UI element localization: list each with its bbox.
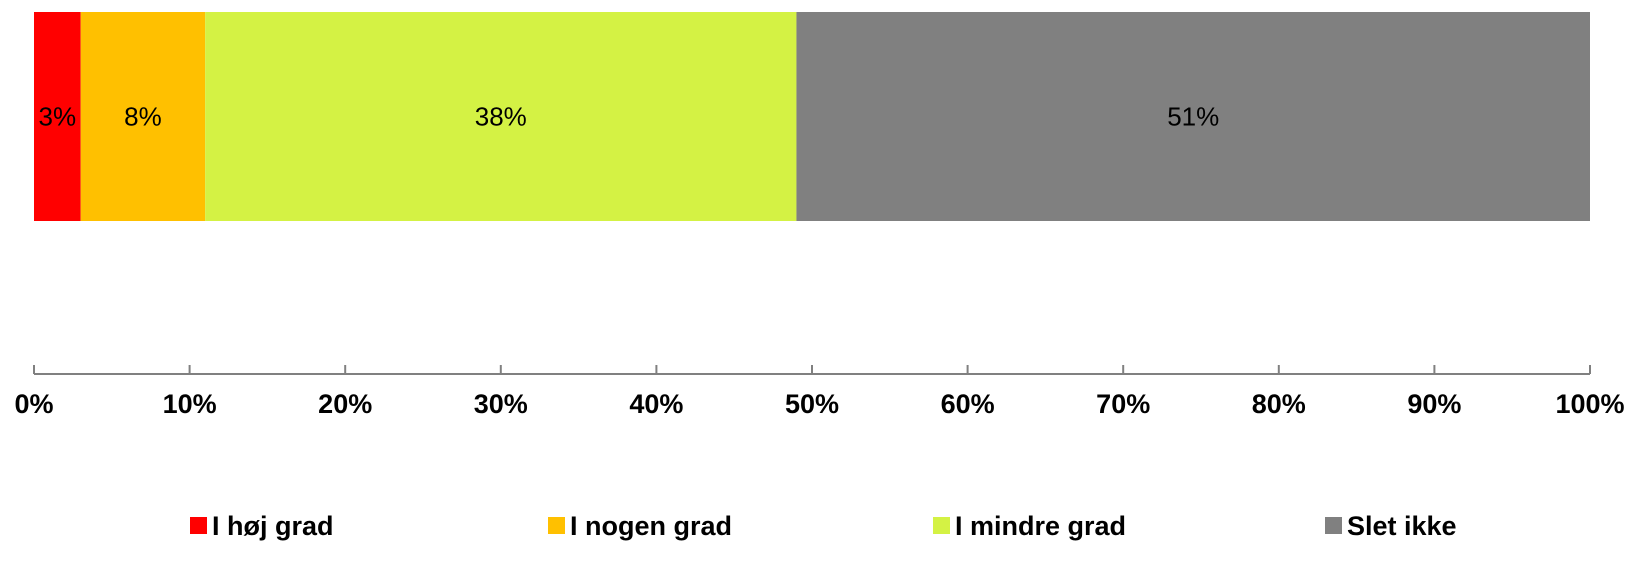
data-label-group: 3% 8% 38% 51%	[39, 102, 1220, 132]
bar-segment-3	[205, 12, 797, 221]
legend-swatch	[190, 517, 207, 534]
x-tick-label: 0%	[14, 389, 53, 419]
legend-item-1: I høj grad	[190, 511, 334, 541]
bar-segment-2	[80, 12, 206, 221]
legend-label: Slet ikke	[1347, 511, 1457, 541]
data-label-3: 38%	[475, 102, 527, 132]
data-label-2: 8%	[124, 102, 162, 132]
x-tick-label: 90%	[1407, 389, 1461, 419]
legend-label: I mindre grad	[955, 511, 1126, 541]
data-label-4: 51%	[1167, 102, 1219, 132]
legend-item-3: I mindre grad	[933, 511, 1126, 541]
legend: I høj grad I nogen grad I mindre grad Slet …	[190, 511, 1457, 541]
x-tick-label: 80%	[1252, 389, 1306, 419]
legend-label: I nogen grad	[570, 511, 732, 541]
legend-swatch	[933, 517, 950, 534]
x-tick-label: 60%	[941, 389, 995, 419]
x-axis: 0% 10% 20% 30% 40% 50% 60% 70% 80% 90% 100%	[14, 365, 1625, 419]
legend-item-4: Slet ikke	[1325, 511, 1457, 541]
legend-swatch	[1325, 517, 1342, 534]
bar-group	[34, 12, 1590, 221]
x-tick-label: 10%	[163, 389, 217, 419]
bar-segment-4	[796, 12, 1590, 221]
x-tick-label: 20%	[318, 389, 372, 419]
legend-swatch	[548, 517, 565, 534]
x-tick-label: 70%	[1096, 389, 1150, 419]
data-label-1: 3%	[39, 102, 77, 132]
bar-segment-1	[34, 12, 81, 221]
x-tick-label: 40%	[629, 389, 683, 419]
legend-label: I høj grad	[212, 511, 334, 541]
x-tick-label: 100%	[1555, 389, 1624, 419]
x-tick-label: 30%	[474, 389, 528, 419]
legend-item-2: I nogen grad	[548, 511, 732, 541]
x-tick-label: 50%	[785, 389, 839, 419]
